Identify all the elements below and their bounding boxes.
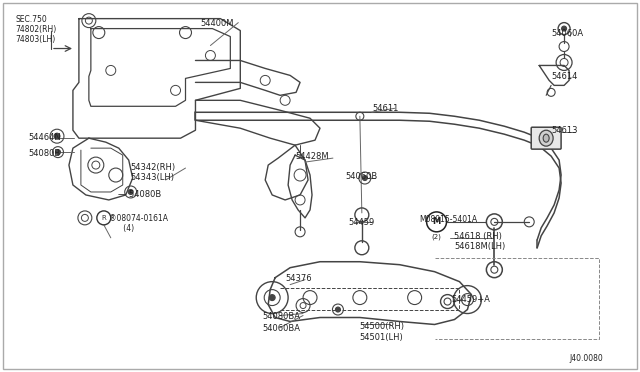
Text: 54400M: 54400M bbox=[200, 19, 234, 28]
Circle shape bbox=[54, 133, 60, 139]
Text: 54060A: 54060A bbox=[551, 29, 583, 38]
Text: R: R bbox=[101, 215, 106, 221]
Text: 54376: 54376 bbox=[285, 274, 312, 283]
Text: 54080BA: 54080BA bbox=[262, 311, 300, 321]
Ellipse shape bbox=[539, 130, 553, 146]
Text: 54459+A: 54459+A bbox=[451, 295, 490, 304]
Text: — 54080B: — 54080B bbox=[118, 190, 161, 199]
Circle shape bbox=[335, 307, 340, 312]
Text: 54611: 54611 bbox=[373, 104, 399, 113]
Text: 54060B: 54060B bbox=[345, 172, 377, 181]
Text: 54464N: 54464N bbox=[28, 133, 61, 142]
Circle shape bbox=[269, 295, 275, 301]
Circle shape bbox=[128, 189, 133, 195]
Text: 54060BA: 54060BA bbox=[262, 324, 300, 333]
Text: M: M bbox=[433, 217, 441, 227]
Text: (2): (2) bbox=[431, 234, 442, 240]
Text: J40.0080: J40.0080 bbox=[569, 355, 603, 363]
Text: 54459: 54459 bbox=[348, 218, 374, 227]
Text: 54080B: 54080B bbox=[28, 149, 60, 158]
Text: ®08074-0161A
      (4): ®08074-0161A (4) bbox=[109, 214, 168, 233]
Text: M08915-5401A: M08915-5401A bbox=[420, 215, 477, 224]
Circle shape bbox=[362, 176, 367, 180]
Circle shape bbox=[56, 150, 60, 155]
Text: 54342(RH)
54343(LH): 54342(RH) 54343(LH) bbox=[131, 163, 176, 183]
Text: 54500(RH)
54501(LH): 54500(RH) 54501(LH) bbox=[360, 323, 405, 342]
Text: SEC.750
74802(RH)
74803(LH): SEC.750 74802(RH) 74803(LH) bbox=[15, 15, 56, 44]
Text: 54428M: 54428M bbox=[295, 152, 329, 161]
Circle shape bbox=[561, 26, 566, 31]
Text: 54613: 54613 bbox=[551, 126, 578, 135]
Text: 54618 (RH)
54618M(LH): 54618 (RH) 54618M(LH) bbox=[454, 232, 506, 251]
Ellipse shape bbox=[543, 134, 549, 142]
Text: 54614: 54614 bbox=[551, 73, 577, 81]
FancyBboxPatch shape bbox=[531, 127, 561, 149]
